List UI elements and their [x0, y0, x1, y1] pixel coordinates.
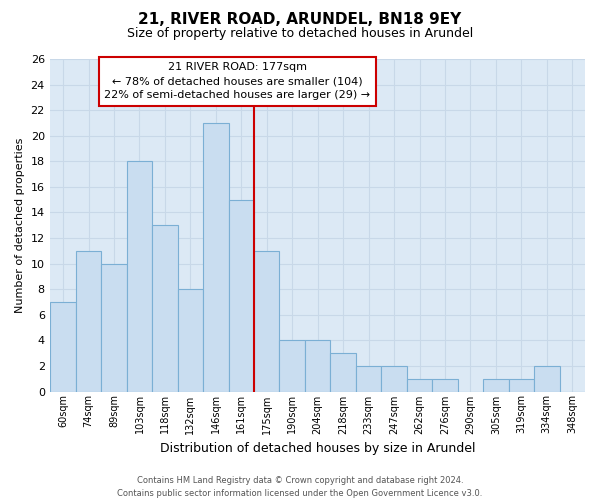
- Y-axis label: Number of detached properties: Number of detached properties: [15, 138, 25, 313]
- Bar: [76, 251, 101, 392]
- Bar: [127, 162, 152, 392]
- Bar: [305, 340, 331, 392]
- Bar: [483, 378, 509, 392]
- Bar: [50, 302, 76, 392]
- Bar: [203, 123, 229, 392]
- Bar: [382, 366, 407, 392]
- Bar: [331, 353, 356, 392]
- Bar: [254, 251, 280, 392]
- Text: Contains HM Land Registry data © Crown copyright and database right 2024.
Contai: Contains HM Land Registry data © Crown c…: [118, 476, 482, 498]
- Text: Size of property relative to detached houses in Arundel: Size of property relative to detached ho…: [127, 28, 473, 40]
- Bar: [152, 226, 178, 392]
- Bar: [178, 289, 203, 392]
- Text: 21 RIVER ROAD: 177sqm
← 78% of detached houses are smaller (104)
22% of semi-det: 21 RIVER ROAD: 177sqm ← 78% of detached …: [104, 62, 371, 100]
- Bar: [432, 378, 458, 392]
- Text: 21, RIVER ROAD, ARUNDEL, BN18 9EY: 21, RIVER ROAD, ARUNDEL, BN18 9EY: [139, 12, 461, 28]
- Bar: [229, 200, 254, 392]
- Bar: [534, 366, 560, 392]
- Bar: [407, 378, 432, 392]
- Bar: [280, 340, 305, 392]
- X-axis label: Distribution of detached houses by size in Arundel: Distribution of detached houses by size …: [160, 442, 475, 455]
- Bar: [101, 264, 127, 392]
- Bar: [356, 366, 382, 392]
- Bar: [509, 378, 534, 392]
